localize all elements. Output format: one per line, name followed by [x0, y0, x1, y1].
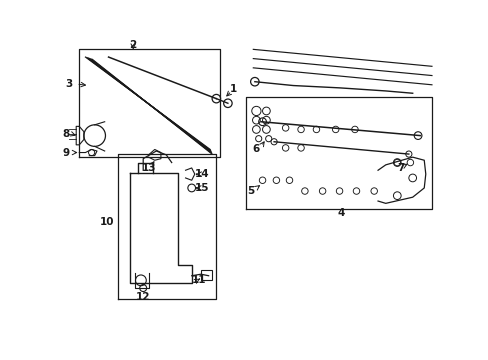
- Text: 2: 2: [129, 40, 137, 50]
- Text: 11: 11: [192, 275, 206, 285]
- Text: 14: 14: [195, 169, 209, 179]
- Text: 10: 10: [100, 217, 114, 227]
- Text: 13: 13: [141, 163, 156, 173]
- Text: 9: 9: [62, 148, 70, 158]
- Text: 5: 5: [247, 186, 254, 196]
- Text: 6: 6: [252, 144, 260, 154]
- Text: 4: 4: [337, 208, 344, 217]
- Text: 8: 8: [62, 129, 70, 139]
- Text: 12: 12: [136, 292, 150, 302]
- Text: 1: 1: [229, 84, 236, 94]
- Text: 3: 3: [65, 79, 72, 89]
- Text: 7: 7: [397, 163, 404, 173]
- Bar: [201, 270, 211, 280]
- Text: 15: 15: [195, 183, 209, 193]
